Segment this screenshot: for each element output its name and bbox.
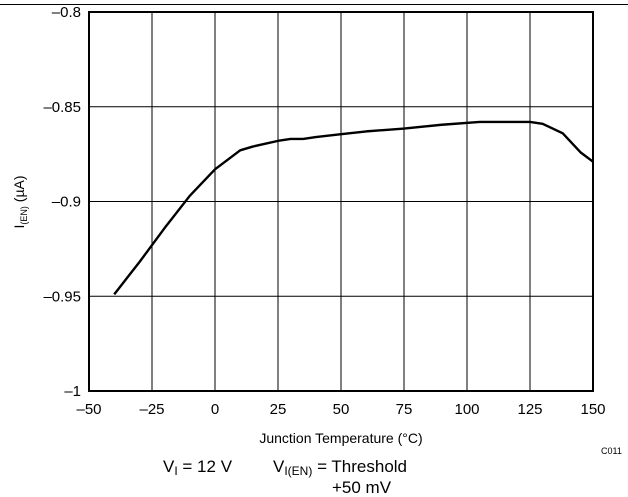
x-tick-labels: –50 –25 0 25 50 75 100 125 150 xyxy=(76,401,605,418)
x-tick-label: 75 xyxy=(396,401,413,418)
x-tick-label: 150 xyxy=(580,401,605,418)
condition-ven-line2: +50 mV xyxy=(332,478,392,497)
y-axis-title-sub: (EN) xyxy=(19,206,29,225)
plot-frame xyxy=(88,11,594,392)
condition-vi-value: = 12 V xyxy=(177,457,233,476)
condition-ven-value: = Threshold xyxy=(312,457,408,476)
y-tick-labels: –0.8 –0.85 –0.9 –0.95 –1 xyxy=(43,4,81,400)
x-tick-label: 0 xyxy=(211,401,219,418)
condition-ven: VI(EN) = Threshold xyxy=(273,458,407,477)
x-tick-label: –25 xyxy=(139,401,164,418)
x-tick-label: 125 xyxy=(517,401,542,418)
condition-vi-symbol: V xyxy=(163,457,175,476)
y-tick-label: –1 xyxy=(64,383,81,400)
series-line-ien xyxy=(113,120,594,296)
y-axis-title: I(EN) (µA) xyxy=(11,175,29,228)
y-tick-label: –0.9 xyxy=(52,194,81,211)
x-tick-label: 50 xyxy=(333,401,350,418)
condition-ven-symbol: V xyxy=(273,457,285,476)
y-tick-label: –0.95 xyxy=(43,288,81,305)
y-tick-label: –0.85 xyxy=(43,99,81,116)
grid xyxy=(88,11,594,392)
line-chart: –50 –25 0 25 50 75 100 125 150 –0.8 –0.85 –0.9 –0.9… xyxy=(11,4,622,456)
x-axis-title: Junction Temperature (°C) xyxy=(259,430,422,446)
figure-code: C011 xyxy=(601,446,622,456)
x-tick-label: 25 xyxy=(270,401,287,418)
condition-ven-subscript: I(EN) xyxy=(284,464,313,478)
y-tick-label: –0.8 xyxy=(52,4,81,21)
x-tick-label: –50 xyxy=(76,401,101,418)
y-axis-title-unit: (µA) xyxy=(11,175,27,206)
condition-vi: VI = 12 V xyxy=(163,458,232,477)
condition-vi-subscript: I xyxy=(174,464,178,478)
top-rule xyxy=(0,4,628,5)
x-tick-label: 100 xyxy=(454,401,479,418)
y-axis-title-main: I xyxy=(11,225,27,229)
